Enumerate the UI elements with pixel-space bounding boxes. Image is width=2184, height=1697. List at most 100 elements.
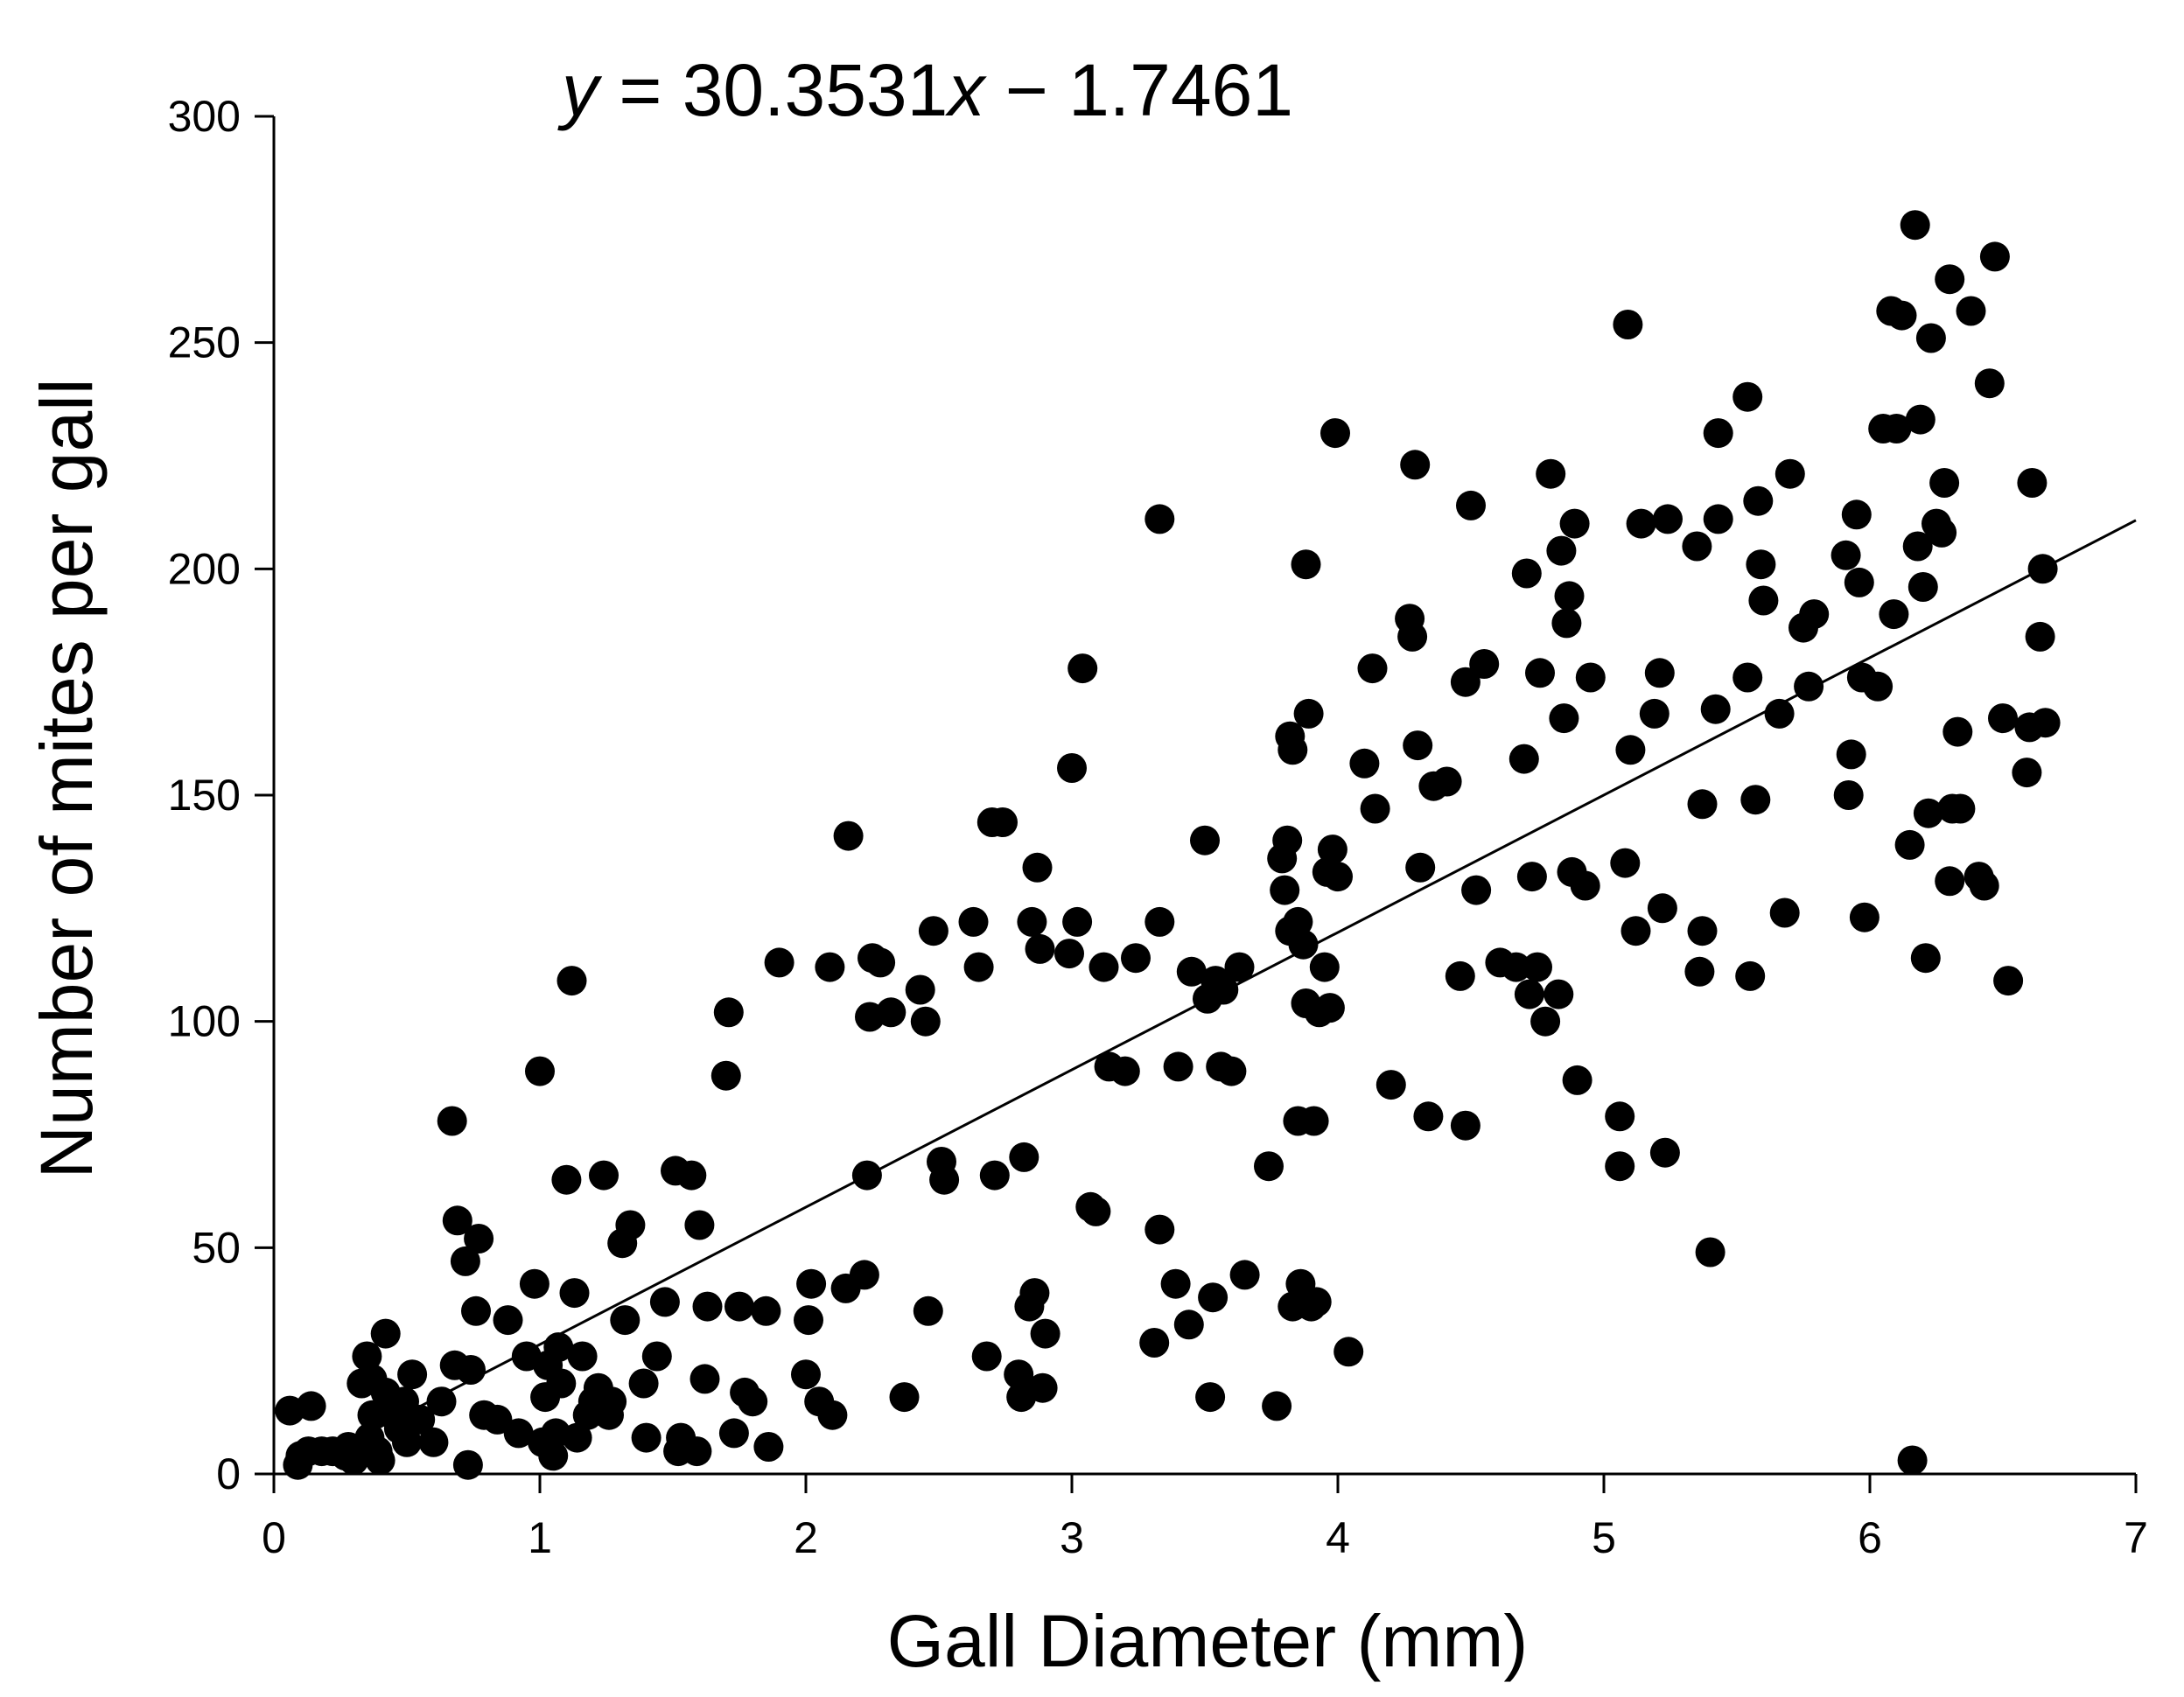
data-point [1684,956,1715,987]
data-point [503,1418,534,1449]
data-point [753,1432,784,1462]
data-point [1288,929,1319,960]
data-point [1413,1101,1444,1132]
data-point [493,1305,523,1336]
data-point [525,1056,555,1086]
data-point [1376,1070,1406,1100]
data-point [1732,381,1763,412]
data-point [1323,862,1353,892]
data-point [1905,404,1936,435]
data-point [913,1295,943,1326]
data-point [1945,793,1976,824]
data-point [1110,1056,1140,1086]
data-point [1849,902,1880,932]
data-point [1732,662,1763,693]
x-tick-label: 3 [1060,1513,1084,1562]
data-point [1317,835,1348,865]
data-point [556,966,587,996]
x-axis-title: Gall Diameter (mm) [887,1600,1529,1682]
data-point [1320,418,1350,449]
data-point [1208,974,1239,1005]
data-point [1935,866,1965,897]
data-point [1403,730,1433,761]
data-point [1927,517,1957,548]
y-tick-label: 150 [168,771,241,820]
x-tick-label: 0 [262,1513,286,1562]
data-point [392,1427,422,1457]
data-point [1833,780,1864,810]
data-point [1357,653,1388,684]
data-point [1910,943,1941,974]
points-layer [275,210,2061,1480]
data-point [876,997,906,1028]
data-point [1743,485,1774,516]
data-point [1626,508,1656,539]
data-point [418,1427,449,1457]
data-point [676,1160,707,1191]
data-point [1298,1106,1329,1136]
data-point [1508,744,1539,774]
data-point [791,1359,821,1390]
data-point [397,1359,428,1390]
data-point [710,1060,741,1091]
x-tick-label: 6 [1858,1513,1882,1562]
data-point [988,807,1018,837]
data-point [1879,599,1909,630]
data-point [1979,241,2010,272]
data-point [1229,1260,1260,1290]
data-point [958,906,989,937]
data-point [1224,952,1255,982]
data-point [1144,1214,1175,1245]
data-point [339,1445,369,1476]
data-point [2030,708,2061,738]
data-point [1405,852,1436,883]
data-point [1309,952,1340,982]
data-point [437,1106,467,1136]
data-point [1160,1268,1191,1299]
x-tick-label: 1 [528,1513,552,1562]
data-point [543,1332,574,1363]
data-point [1647,893,1677,924]
data-point [1570,870,1600,901]
data-point [1769,897,1800,928]
data-point [1841,499,1872,530]
data-point [1144,504,1175,534]
data-point [1900,210,1930,241]
data-point [1644,658,1675,688]
data-point [1700,694,1731,724]
data-point [296,1391,326,1421]
data-point [1575,662,1606,693]
data-point [1687,916,1718,946]
data-point [1942,716,1973,747]
data-point [2017,468,2048,498]
data-point [1546,535,1577,566]
y-tick-label: 200 [168,544,241,593]
data-point [910,1006,941,1037]
data-point [1511,558,1542,589]
data-point [1501,952,1531,982]
data-point [1176,956,1207,987]
data-point [1400,450,1431,480]
data-point [2012,758,2042,788]
data-point [1139,1328,1170,1358]
data-point [1216,1056,1247,1086]
chart-title: y = 30.3531x − 1.7461 [557,49,1293,131]
data-point [1027,1372,1058,1403]
data-point [442,1205,472,1236]
data-point [1908,572,1938,602]
data-point [1062,906,1093,937]
data-point [1121,943,1151,974]
data-point [1988,703,2018,734]
data-point [1956,296,1986,326]
data-point [1897,1445,1928,1476]
data-point [615,1210,646,1240]
data-point [764,947,794,978]
data-point [538,1441,569,1471]
data-point [1144,906,1175,937]
data-point [1283,906,1313,937]
data-point [641,1341,672,1372]
data-point [929,1164,960,1195]
data-point [482,1404,513,1435]
data-point [456,1355,486,1385]
